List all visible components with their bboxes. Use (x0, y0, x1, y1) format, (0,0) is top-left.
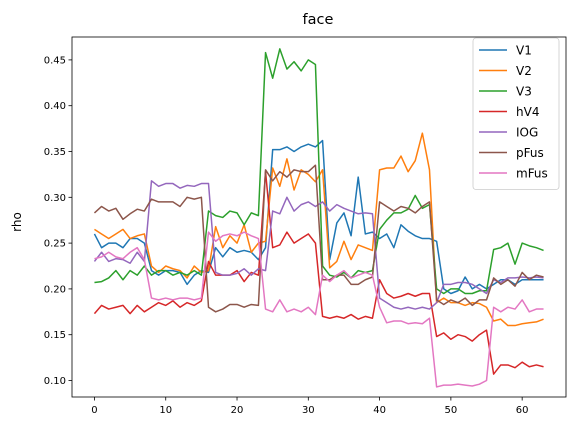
y-axis-title: rho (10, 212, 24, 232)
y-tick-label: 0.45 (44, 55, 66, 66)
y-tick-label: 0.15 (44, 330, 66, 341)
y-tick-label: 0.30 (44, 193, 66, 204)
x-tick-label: 10 (159, 405, 172, 416)
y-tick-label: 0.35 (44, 147, 66, 158)
x-tick-label: 20 (231, 405, 244, 416)
series-line-mfus (94, 231, 544, 388)
series-line-v3 (94, 48, 544, 295)
x-tick-label: 50 (445, 405, 458, 416)
legend-label-pfus: pFus (516, 146, 544, 160)
legend-label-v3: V3 (516, 85, 532, 99)
plot-frame (71, 36, 567, 398)
x-tick-label: 60 (516, 405, 529, 416)
series-line-pfus (93, 164, 544, 313)
plot-area: 0 10 20 30 40 50 60 0.10 0.15 0.20 0.25 0.30 0.35 0.4… (44, 36, 567, 416)
series-line-iog (93, 180, 544, 310)
y-tick-label: 0.40 (44, 101, 66, 112)
y-tick-label: 0.25 (44, 239, 66, 250)
legend-label-mfus: mFus (516, 167, 548, 181)
x-tick-label: 0 (91, 405, 97, 416)
y-tick-label: 0.20 (44, 284, 66, 295)
legend-label-iog: IOG (516, 126, 538, 140)
chart-title: face (303, 12, 334, 28)
legend-label-v1: V1 (516, 44, 532, 58)
series-line-hv4 (93, 170, 544, 375)
legend-label-hv4: hV4 (516, 105, 539, 119)
legend-box (472, 37, 560, 190)
legend: V1 V2 V3 hV4 IOG pFus mFus (472, 37, 560, 190)
legend-label-v2: V2 (516, 64, 532, 78)
y-tick-label: 0.10 (44, 376, 66, 387)
x-tick-label: 40 (373, 405, 386, 416)
x-tick-label: 30 (302, 405, 315, 416)
